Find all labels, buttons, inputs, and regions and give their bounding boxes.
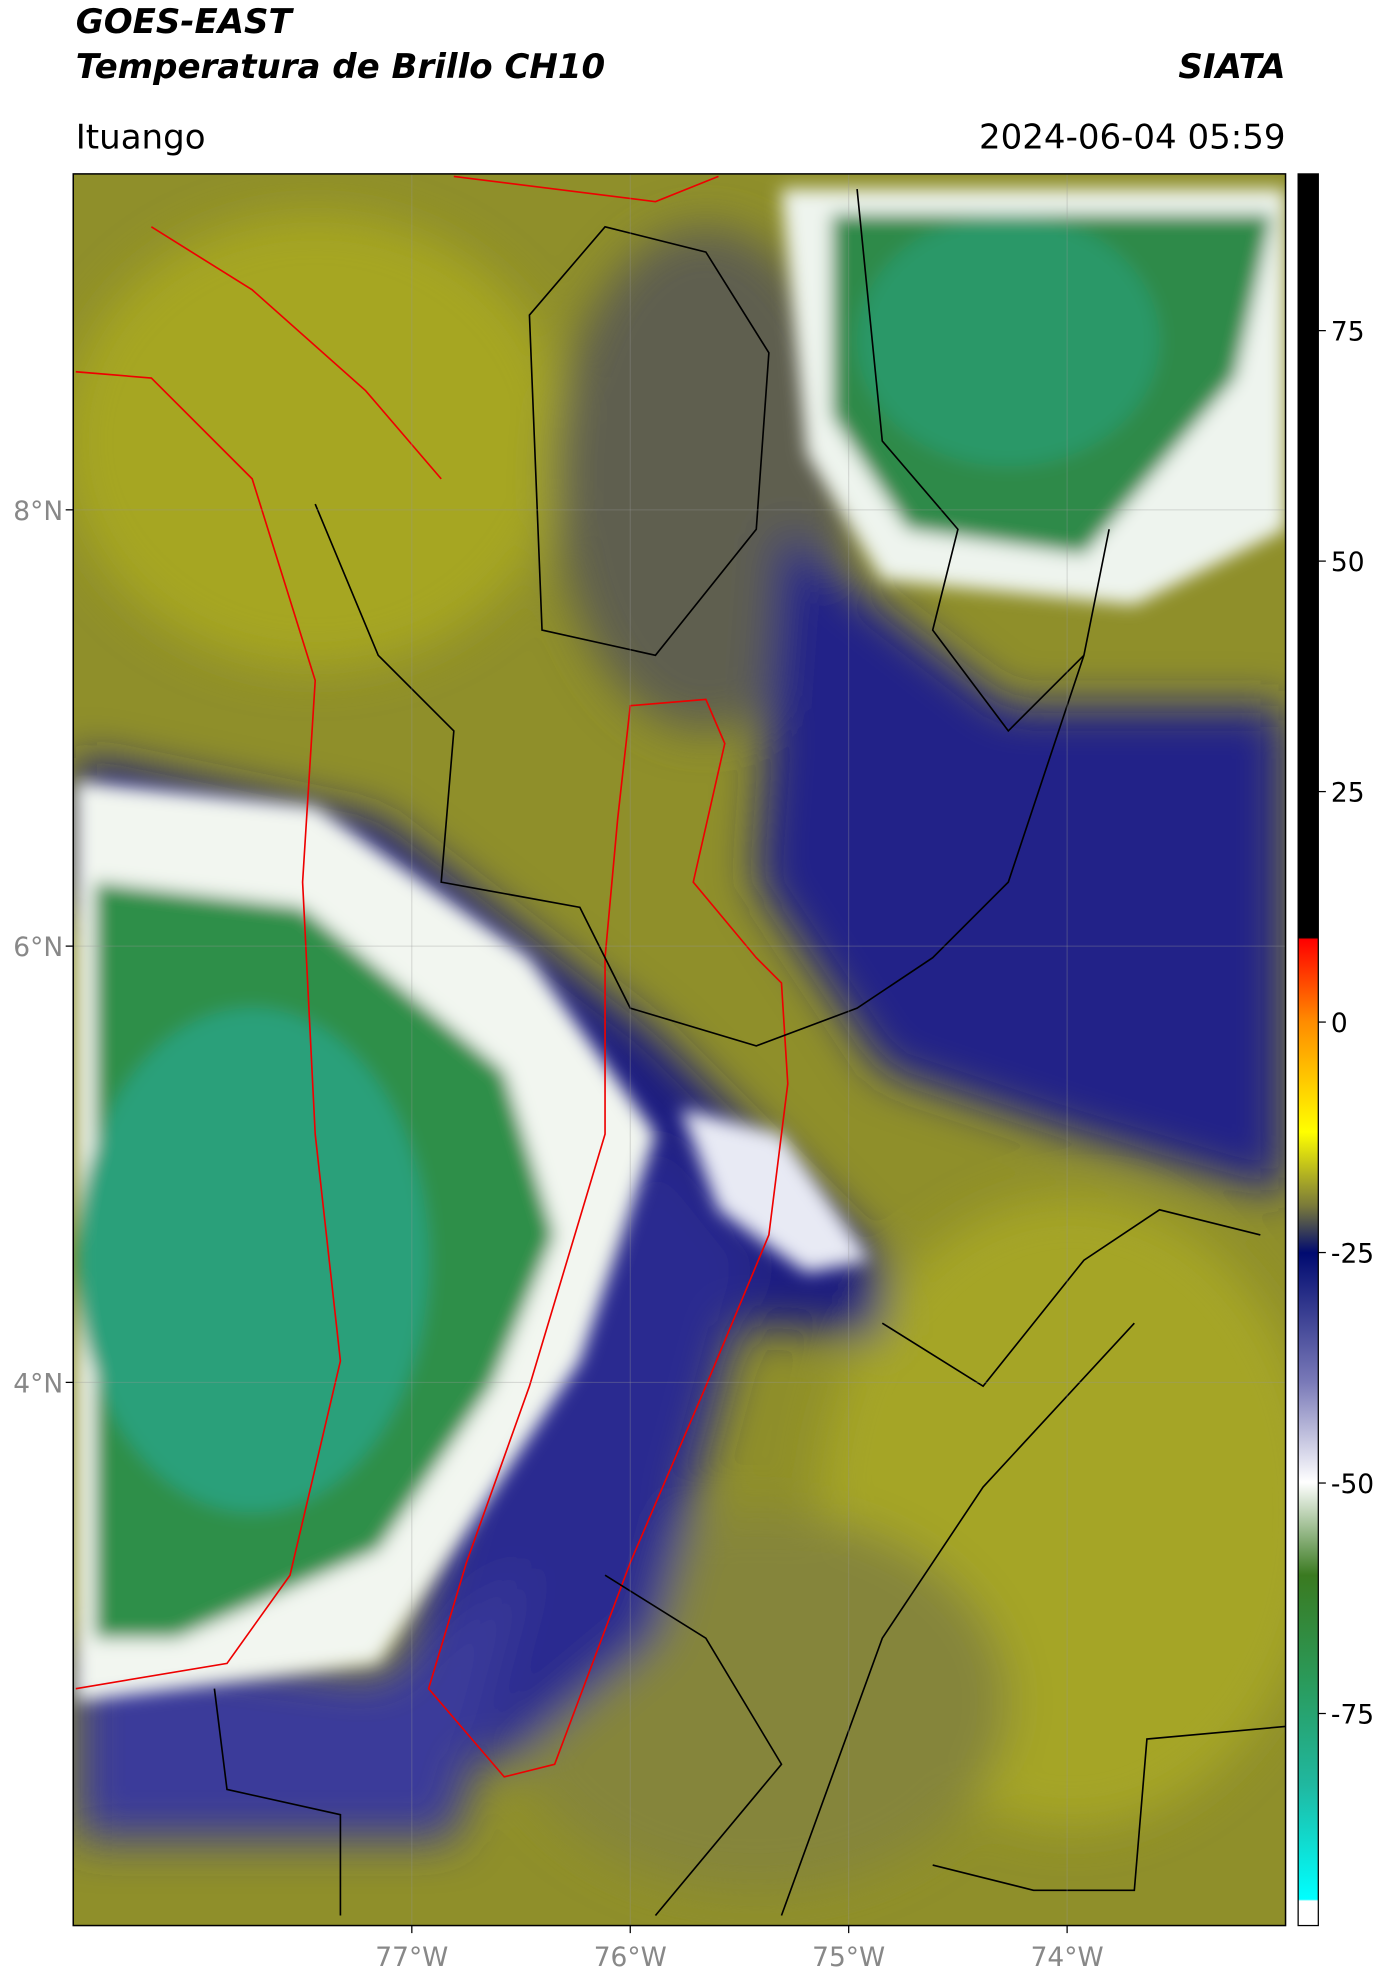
- x-tick-label: 76°W: [594, 1942, 667, 1973]
- colorbar-tick-label: 0: [1331, 1008, 1348, 1039]
- colorbar-tick-label: 50: [1331, 547, 1365, 578]
- x-tick-label: 74°W: [1031, 1942, 1104, 1973]
- y-tick-label: 4°N: [13, 1368, 63, 1399]
- colorbar-tick-label: 25: [1331, 778, 1365, 809]
- colorbar-tick-label: -75: [1331, 1700, 1374, 1731]
- map-frame: [72, 173, 1287, 1927]
- datetime: 2024-06-04 05:59: [979, 118, 1286, 158]
- colorbar-tick-label: -50: [1331, 1469, 1374, 1500]
- y-tick-label: 8°N: [13, 496, 63, 527]
- y-tick-label: 6°N: [13, 932, 63, 963]
- x-tick-label: 75°W: [812, 1942, 885, 1973]
- satellite-image: [73, 173, 1286, 1926]
- title: GOES-EAST: [76, 2, 295, 42]
- subtitle: Temperatura de Brillo CH10: [76, 47, 605, 87]
- colorbar-tick-label: 75: [1331, 317, 1365, 348]
- x-tick-label: 77°W: [375, 1942, 448, 1973]
- source: SIATA: [1178, 47, 1285, 87]
- location: Ituango: [76, 118, 206, 158]
- colorbar-tick-label: -25: [1331, 1239, 1374, 1270]
- grid: [73, 173, 1286, 1926]
- colorbar: [1297, 173, 1319, 1927]
